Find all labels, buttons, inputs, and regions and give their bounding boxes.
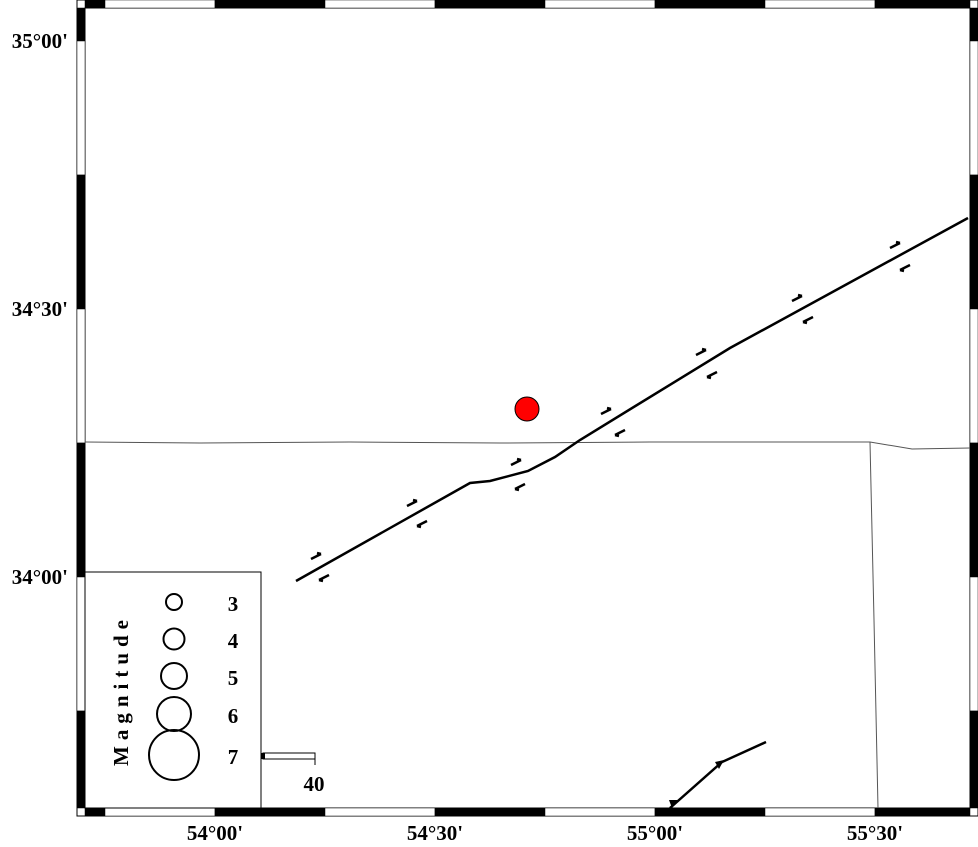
legend-magnitude-label: 5 xyxy=(228,666,239,690)
scale-bar: 40 xyxy=(261,752,325,796)
frame-segment xyxy=(764,807,876,817)
magnitude-legend: Magnitude 3 4 5 6 7 xyxy=(84,571,262,809)
frame-segment xyxy=(544,0,656,9)
frame-segment xyxy=(654,0,766,9)
frame-segment xyxy=(84,0,106,9)
legend-magnitude-label: 7 xyxy=(228,745,239,769)
earthquake-epicenter[interactable] xyxy=(514,396,540,422)
frame-segment xyxy=(969,40,978,176)
scale-bar-label: 40 xyxy=(304,772,325,796)
boundary-line-vertical xyxy=(869,441,879,809)
slip-arrow xyxy=(310,551,322,561)
frame-segment xyxy=(969,174,978,310)
legend-magnitude-label: 4 xyxy=(228,629,239,653)
frame-segment xyxy=(434,0,546,9)
lon-tick-label: 55°30' xyxy=(847,821,903,845)
slip-arrow xyxy=(695,347,707,357)
legend-magnitude-label: 3 xyxy=(228,592,239,616)
slip-arrow xyxy=(600,406,612,416)
lon-tick-label: 55°00' xyxy=(627,821,683,845)
frame-segment xyxy=(76,40,86,176)
slip-arrow xyxy=(889,240,901,250)
slip-arrow xyxy=(802,315,814,325)
slip-arrow xyxy=(791,293,803,303)
frame-segment xyxy=(76,710,86,809)
slip-arrow xyxy=(510,457,522,467)
frame-segment xyxy=(654,807,766,817)
frame-segment xyxy=(76,576,86,712)
frame-segment xyxy=(969,442,978,578)
boundary-line-horizontal xyxy=(84,441,971,450)
thrust-triangle xyxy=(669,800,678,808)
slip-arrow xyxy=(406,498,418,508)
frame-segment xyxy=(324,807,436,817)
frame-segment xyxy=(434,807,546,817)
lat-tick-label: 34°00' xyxy=(12,565,68,589)
slip-arrow xyxy=(416,519,428,529)
frame-segment xyxy=(76,174,86,310)
frame-segment xyxy=(214,807,326,817)
frame-segment xyxy=(874,807,971,817)
frame-segment xyxy=(969,710,978,809)
frame-segment xyxy=(76,442,86,578)
frame-segment xyxy=(104,0,216,9)
frame-segment xyxy=(969,576,978,712)
legend-magnitude-label: 6 xyxy=(228,704,239,728)
frame-segment xyxy=(764,0,876,9)
legend-magnitude-circle xyxy=(160,662,188,690)
frame-segment xyxy=(969,7,978,42)
slip-arrow xyxy=(514,482,526,492)
frame-segment xyxy=(104,807,216,817)
thrust-triangle xyxy=(715,760,724,769)
lat-tick-label: 35°00' xyxy=(12,29,68,53)
legend-magnitude-circle xyxy=(148,729,200,781)
frame-segment xyxy=(874,0,971,9)
legend-magnitude-circle xyxy=(165,593,183,611)
frame-segment xyxy=(969,308,978,444)
strike-slip-fault xyxy=(295,216,969,583)
frame-segment xyxy=(324,0,436,9)
slip-arrow xyxy=(899,263,911,273)
slip-arrow xyxy=(706,370,718,380)
fault-slip-arrows xyxy=(310,240,911,583)
slip-arrow xyxy=(614,428,626,438)
frame-segment xyxy=(214,0,326,9)
frame-segment xyxy=(76,7,86,42)
frame-segment xyxy=(544,807,656,817)
slip-arrow xyxy=(318,573,330,583)
lon-tick-label: 54°00' xyxy=(187,821,243,845)
lat-tick-label: 34°30' xyxy=(12,297,68,321)
legend-title: Magnitude xyxy=(109,614,133,766)
legend-magnitude-circle xyxy=(162,627,186,651)
frame-segment xyxy=(76,308,86,444)
lon-tick-label: 54°30' xyxy=(407,821,463,845)
frame-segment xyxy=(84,807,106,817)
